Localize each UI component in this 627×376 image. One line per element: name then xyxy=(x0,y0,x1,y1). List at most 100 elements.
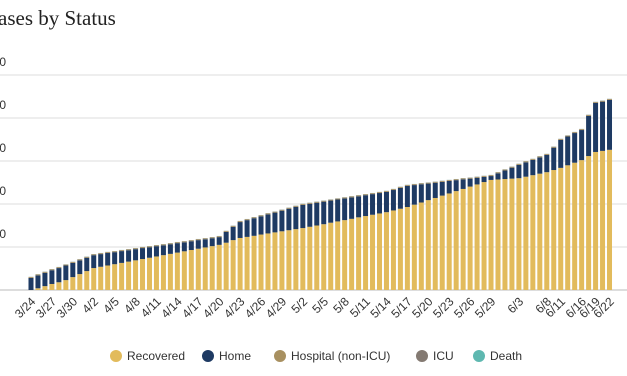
bar-segment xyxy=(572,162,578,290)
x-tick-label: 5/2 xyxy=(288,294,310,316)
x-tick-label: 5/20 xyxy=(409,294,436,321)
bar-segment xyxy=(272,211,278,213)
bar-segment xyxy=(167,253,173,290)
bar-segment xyxy=(516,178,522,290)
bar-segment xyxy=(530,159,536,176)
bar-segment xyxy=(84,257,90,272)
bar-segment xyxy=(390,210,396,290)
bar-segment xyxy=(439,181,445,196)
bar-segment xyxy=(586,115,592,157)
bar-segment xyxy=(516,164,522,165)
bar-segment xyxy=(216,244,222,290)
bar-segment xyxy=(160,244,166,246)
bar-segment xyxy=(439,180,445,182)
bar-segment xyxy=(467,178,473,187)
bar-segment xyxy=(544,154,550,155)
bar-segment xyxy=(446,180,452,194)
bar-segment xyxy=(314,225,320,290)
bar-segment xyxy=(209,246,215,290)
bar-segment xyxy=(91,268,97,290)
bar-segment xyxy=(188,240,194,242)
bar-segment xyxy=(342,198,348,221)
bar-segment xyxy=(140,259,146,290)
bar-segment xyxy=(153,256,159,290)
bar-segment xyxy=(370,193,376,195)
bar-segment xyxy=(328,222,334,290)
bar-segment xyxy=(307,203,313,227)
bar-segment xyxy=(328,199,334,201)
bar-segment xyxy=(404,185,410,186)
bar-segment xyxy=(488,179,494,290)
bar-segment xyxy=(251,217,257,219)
bar-segment xyxy=(146,257,152,290)
bar-segment xyxy=(314,202,320,226)
bar-segment xyxy=(349,218,355,290)
bar-segment xyxy=(195,239,201,241)
bar-segment xyxy=(300,204,306,205)
bar-segment xyxy=(181,251,187,290)
bar-segment xyxy=(544,154,550,173)
bar-segment xyxy=(70,262,76,278)
bar-segment xyxy=(321,200,327,202)
bar-segment xyxy=(474,177,480,185)
bar-segment xyxy=(572,133,578,163)
bar-segment xyxy=(286,230,292,290)
bar-segment xyxy=(112,264,118,290)
bar-segment xyxy=(70,262,76,263)
bar-segment xyxy=(56,267,62,269)
bar-segment xyxy=(460,179,466,189)
bar-segment xyxy=(474,176,480,178)
bar-segment xyxy=(237,221,243,223)
bar-segment xyxy=(460,178,466,180)
bar-segment xyxy=(105,265,111,290)
bar-segment xyxy=(453,180,459,192)
bar-segment xyxy=(439,195,445,290)
bar-segment xyxy=(600,150,606,290)
legend-label: Death xyxy=(490,349,522,363)
bar-segment xyxy=(126,261,132,290)
bar-segment xyxy=(356,217,362,290)
bar-segment xyxy=(293,205,299,207)
bar-segment xyxy=(537,157,543,174)
bar-segment xyxy=(230,225,236,227)
bar-segment xyxy=(370,214,376,290)
bar-segment xyxy=(56,282,62,290)
bar-segment xyxy=(544,172,550,290)
bar-segment xyxy=(488,176,494,180)
bar-segment xyxy=(112,252,118,265)
bar-segment xyxy=(181,242,187,252)
bar-segment xyxy=(265,213,271,215)
legend-marker xyxy=(473,350,485,362)
x-tick-label: 4/29 xyxy=(263,294,290,321)
bar-segment xyxy=(418,202,424,290)
x-tick-label: 4/23 xyxy=(221,294,248,321)
bar-segment xyxy=(356,195,362,197)
bar-segment xyxy=(258,216,264,235)
bar-segment xyxy=(579,129,585,131)
bar-segment xyxy=(293,229,299,290)
bar-segment xyxy=(530,159,536,160)
x-tick-label: 4/17 xyxy=(179,294,206,321)
bar-segment xyxy=(523,162,529,177)
bar-segment xyxy=(307,202,313,204)
bar-segment xyxy=(209,238,215,247)
x-tick-label: 6/3 xyxy=(505,294,527,316)
bar-segment xyxy=(390,189,396,191)
bar-segment xyxy=(404,207,410,290)
bar-segment xyxy=(523,161,529,163)
bar-segment xyxy=(607,99,613,150)
bar-segment xyxy=(565,136,571,166)
bar-segment xyxy=(195,240,201,249)
bar-segment xyxy=(91,255,97,269)
bar-segment xyxy=(209,237,215,239)
bar-segment xyxy=(112,251,118,253)
bar-segment xyxy=(377,192,382,194)
bar-segment xyxy=(49,269,55,271)
bar-segment xyxy=(551,147,557,171)
bar-segment xyxy=(133,249,139,261)
bar-segment xyxy=(397,208,403,290)
legend-label: ICU xyxy=(433,349,454,363)
bar-segment xyxy=(342,220,348,290)
bar-segment xyxy=(383,191,389,213)
bar-segment xyxy=(126,249,132,251)
